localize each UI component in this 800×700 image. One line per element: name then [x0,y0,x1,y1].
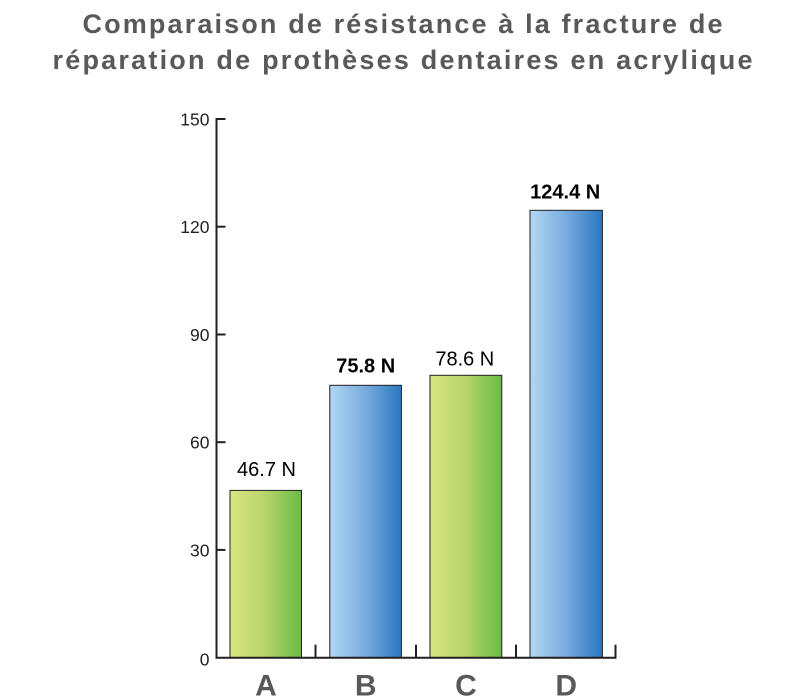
svg-text:124.4 N: 124.4 N [530,181,600,203]
svg-text:A: A [255,670,277,700]
svg-text:réparation de prothèses dentai: réparation de prothèses dentaires en acr… [53,45,753,75]
svg-text:120: 120 [180,217,209,237]
svg-text:150: 150 [180,109,209,129]
svg-text:90: 90 [190,325,210,345]
svg-text:60: 60 [190,433,210,453]
svg-text:C: C [455,670,477,700]
svg-text:D: D [555,670,577,700]
svg-text:78.6 N: 78.6 N [435,349,494,371]
svg-text:75.8 N: 75.8 N [336,356,395,378]
svg-text:Comparaison de résistance à la: Comparaison de résistance à la fracture … [83,9,723,39]
svg-text:B: B [355,670,377,700]
svg-text:46.7 N: 46.7 N [237,459,296,481]
svg-text:0: 0 [200,649,210,669]
svg-text:30: 30 [190,540,210,560]
